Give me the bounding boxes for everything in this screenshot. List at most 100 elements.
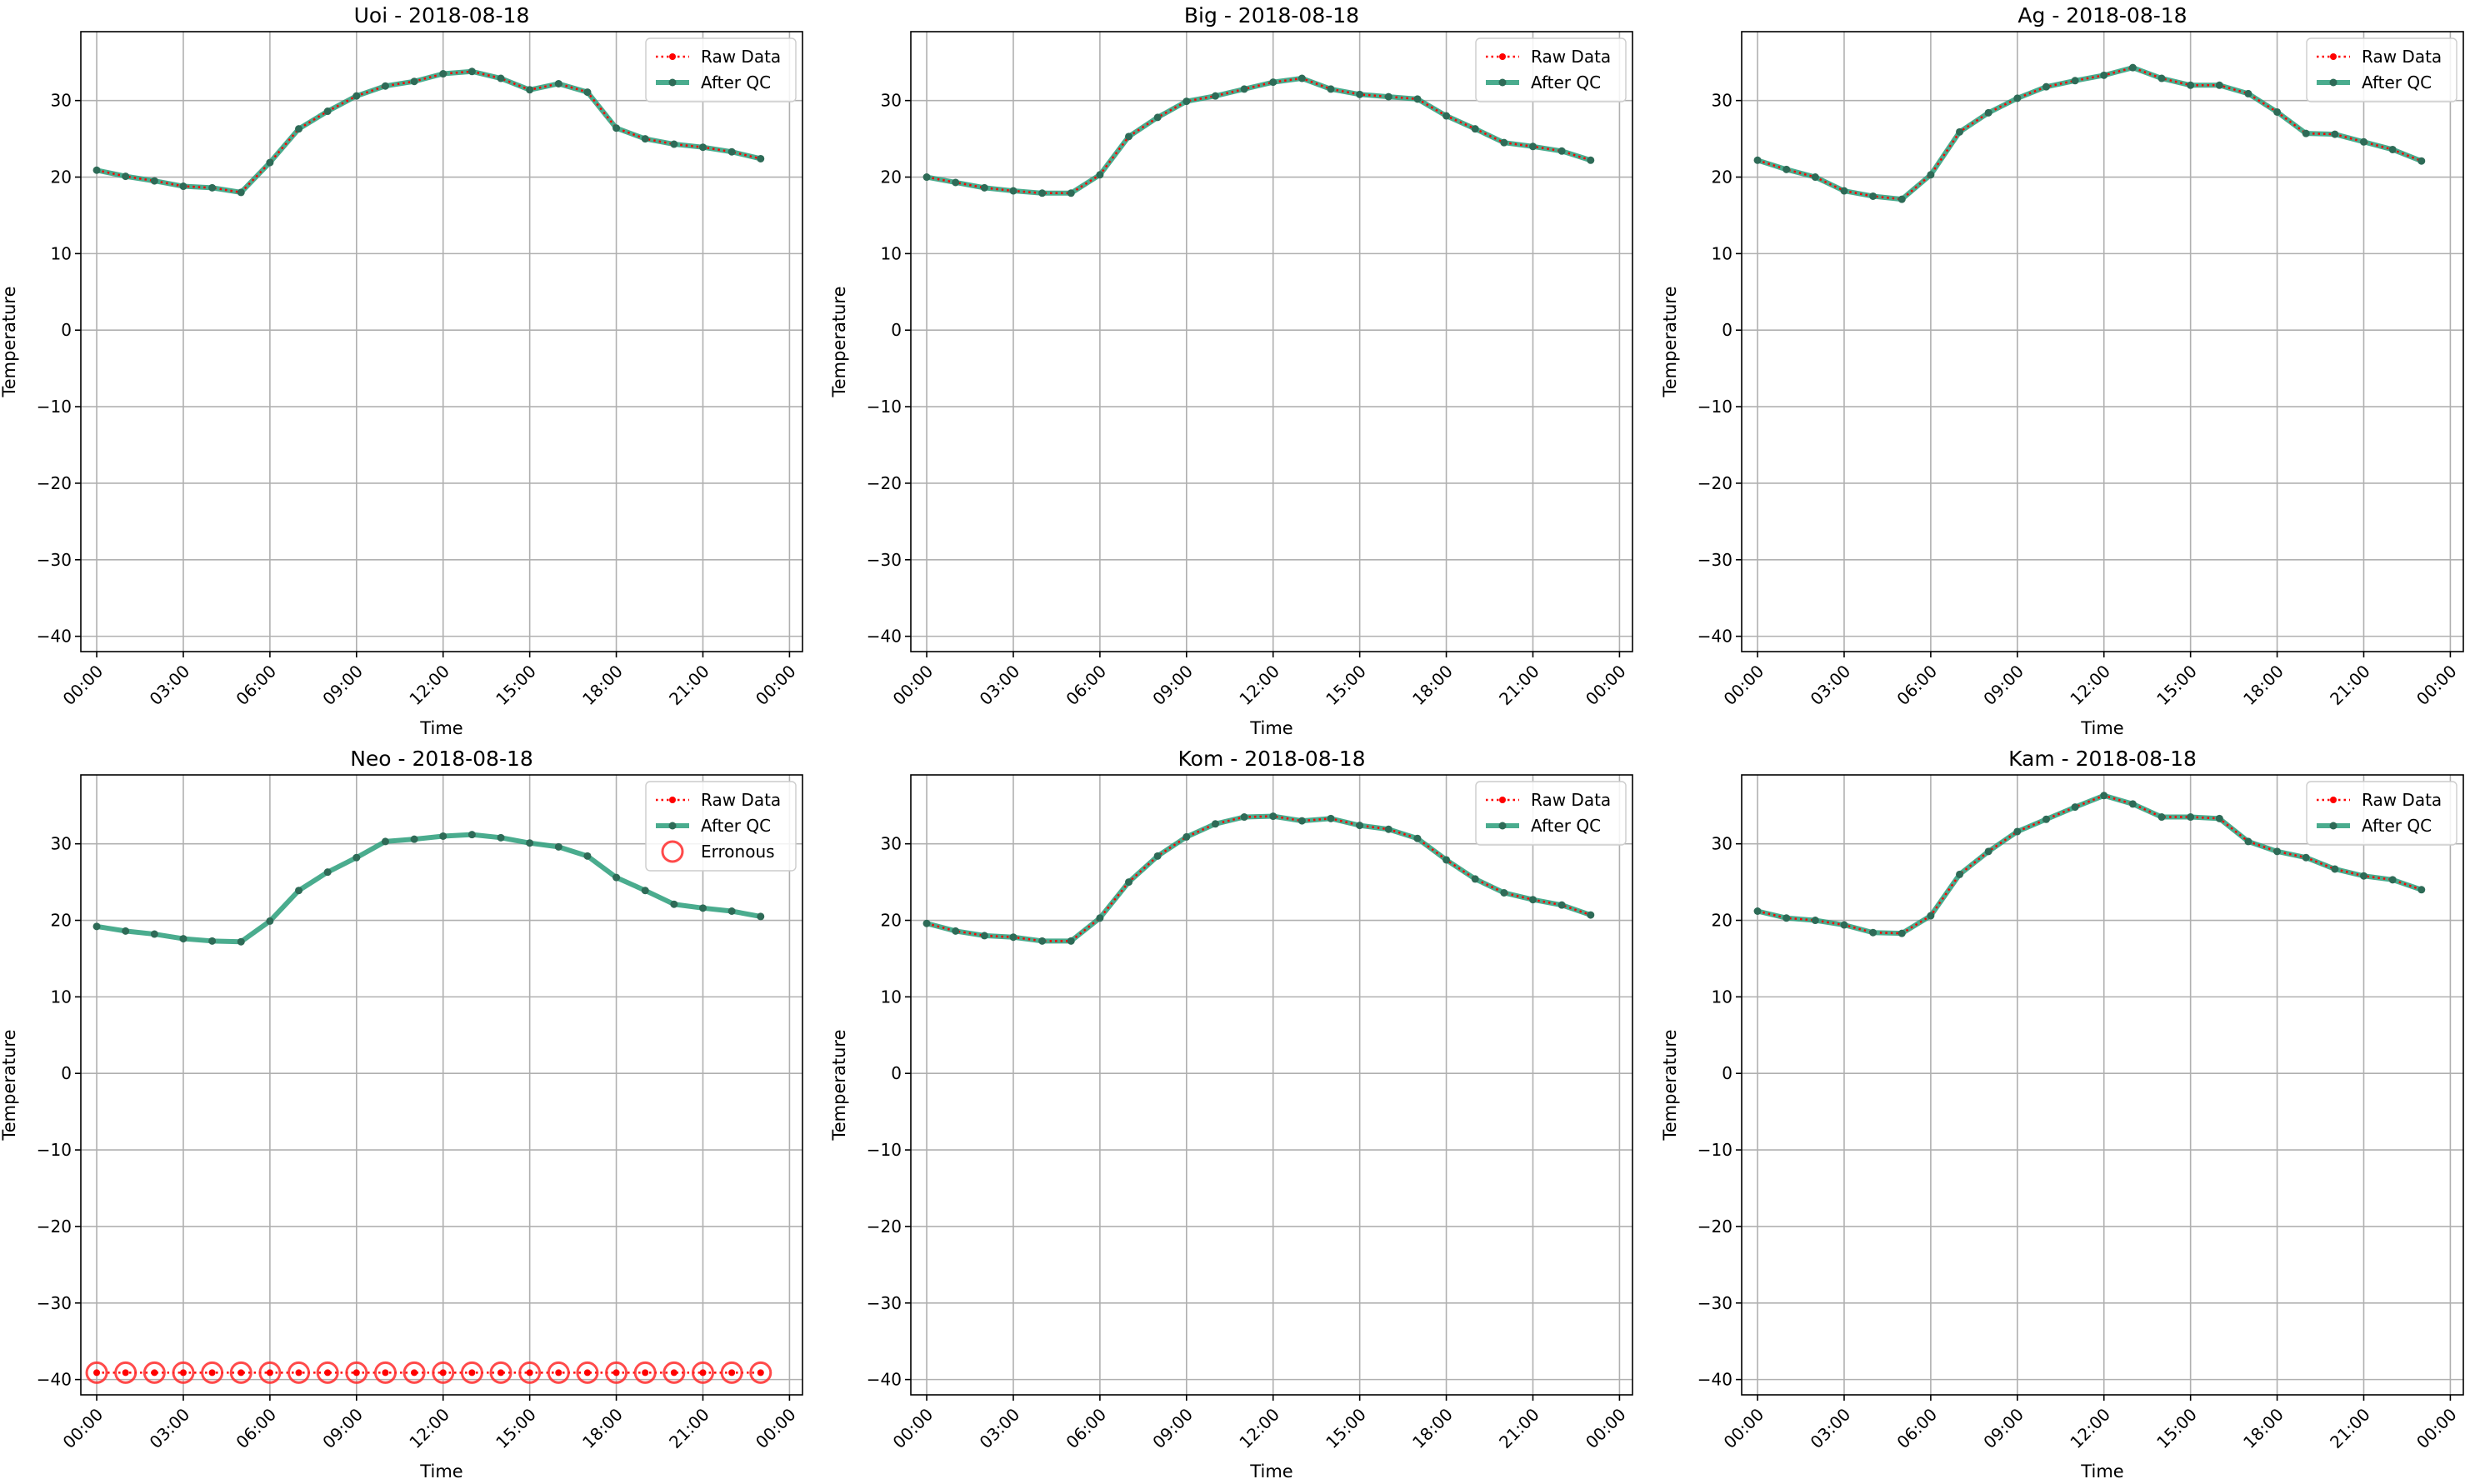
y-tick-label: −20 [37,1217,72,1237]
y-tick-label: 30 [1712,834,1732,854]
x-tick-label: 12:00 [405,1404,453,1452]
x-tick-label: 21:00 [665,661,713,709]
x-tick-label: 09:00 [1979,1404,2028,1452]
x-tick-label: 00:00 [1720,1404,1768,1452]
erroneous-point [229,1361,252,1384]
grid [911,775,1632,1395]
erroneous-point [172,1361,195,1384]
after-qc-point [439,832,448,840]
x-tick-label: 00:00 [752,1404,800,1452]
after-qc-point [2331,130,2339,138]
y-tick-label: −30 [867,550,902,570]
erroneous-point [460,1361,483,1384]
y-tick-label: 0 [61,1063,72,1083]
after-qc-point [266,917,274,925]
series-line-raw-data [926,77,1592,195]
erroneous-point [201,1361,224,1384]
erroneous-point [345,1361,368,1384]
after-qc-point [1811,173,1819,182]
after-qc-point [2388,145,2397,153]
after-qc-point [1500,138,1508,147]
y-tick-label: −30 [1698,1293,1732,1313]
after-qc-point [381,82,389,90]
legend-box [2306,781,2458,846]
after-qc-point [381,837,389,846]
x-tick-label: 18:00 [2239,661,2288,709]
after-qc-point [952,927,960,935]
after-qc-point [410,835,418,843]
after-qc-point [1327,814,1335,822]
y-tick-label: −20 [1698,1217,1732,1237]
y-axis-label: Temperature [0,1029,19,1141]
legend-label: After QC [2362,816,2432,836]
legend-box [1475,37,1627,102]
after-qc-point [2042,815,2050,823]
y-tick-label: −10 [1698,397,1732,417]
after-qc-point [1240,813,1248,822]
y-tick-label: 10 [51,243,72,263]
after-qc-point [1587,911,1595,919]
y-tick-label: −30 [1698,550,1732,570]
after-qc-point [266,158,274,167]
after-qc-point [1956,127,1964,136]
erroneous-point [142,1361,166,1384]
y-tick-label: 10 [1712,243,1732,263]
x-tick-label: 12:00 [2066,661,2114,709]
y-tick-label: −10 [867,397,902,417]
legend-box [645,781,797,872]
y-tick-label: 20 [1712,167,1732,187]
raw-data-point [526,1369,533,1377]
erroneous-point [518,1361,542,1384]
x-tick-label: 15:00 [2152,1404,2201,1452]
legend-box [1475,781,1627,846]
after-qc-point [122,172,130,181]
grid [911,32,1632,652]
chart-title: Uoi - 2018-08-18 [354,3,530,27]
chart-title: Neo - 2018-08-18 [350,747,533,771]
x-tick-label: 09:00 [318,1404,367,1452]
y-tick-label: −10 [37,397,72,417]
after-qc-point [352,853,361,862]
legend-after-qc-marker [1498,78,1507,87]
y-tick-label: −10 [1698,1140,1732,1160]
y-tick-label: −30 [37,1293,72,1313]
after-qc-point [2418,886,2426,894]
y-tick-label: −20 [867,1217,902,1237]
after-qc-point [1096,171,1104,179]
x-tick-label: 00:00 [1582,661,1630,709]
after-qc-point [698,143,707,152]
erroneous-point [432,1361,455,1384]
after-qc-point [2215,814,2223,822]
x-tick-label: 09:00 [1979,661,2028,709]
after-qc-point [2244,89,2252,97]
x-tick-label: 18:00 [1408,661,1457,709]
x-tick-label: 06:00 [232,1404,280,1452]
legend-label: Raw Data [701,790,781,810]
raw-data-point [612,1369,620,1377]
after-qc-point [728,907,736,915]
y-tick-label: 0 [61,320,72,340]
after-qc-point [2100,792,2108,800]
x-tick-label: 15:00 [492,1404,540,1452]
after-qc-point [1182,97,1191,106]
x-tick-label: 00:00 [889,1404,938,1452]
legend-raw-data-marker [1499,53,1506,60]
after-qc-point [1356,90,1364,98]
x-tick-label: 15:00 [1322,1404,1370,1452]
subplot-2: 00:00 03:00 06:00 09:00 12:00 15:00 18:00 21:00… [1660,3,2464,738]
erroneous-point [547,1361,570,1384]
after-qc-point [922,919,931,927]
raw-data-point [498,1369,505,1377]
grid [81,775,802,1395]
legend-raw-data-marker [669,797,676,803]
after-qc-point [1038,937,1047,945]
after-qc-point [2359,872,2368,880]
chart-title: Kom - 2018-08-18 [1178,747,1366,771]
after-qc-point [641,135,649,143]
legend-after-qc-marker [668,822,677,830]
x-axis-label: Time [1249,1462,1292,1482]
after-qc-point [2302,853,2310,862]
x-tick-label: 18:00 [2239,1404,2288,1452]
after-qc-point [583,852,592,860]
x-tick-label: 00:00 [1720,661,1768,709]
